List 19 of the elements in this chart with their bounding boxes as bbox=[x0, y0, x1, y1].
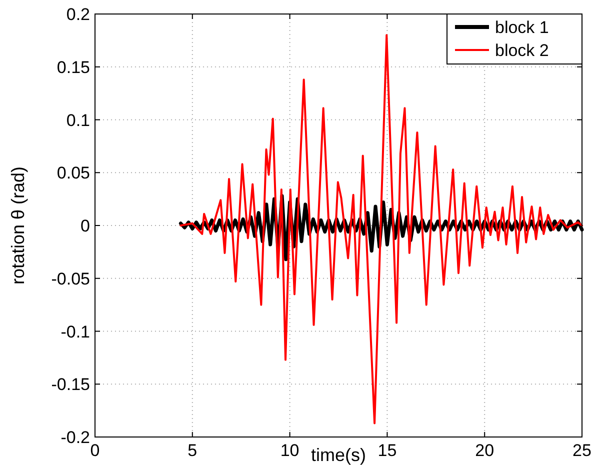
y-tick-label: 0 bbox=[80, 216, 90, 236]
y-tick-label: 0.2 bbox=[66, 5, 90, 24]
y-tick-label: -0.05 bbox=[51, 269, 90, 288]
line-series bbox=[180, 34, 583, 424]
y-tick-label: 0.1 bbox=[66, 110, 90, 130]
x-tick-label: 15 bbox=[378, 441, 397, 460]
x-tick-label: 20 bbox=[475, 441, 494, 460]
y-tick-label: 0.05 bbox=[56, 164, 90, 183]
y-tick-label: -0.1 bbox=[60, 322, 90, 342]
y-axis-title: rotation θ (rad) bbox=[8, 166, 28, 285]
y-tick-label: 0.15 bbox=[56, 58, 90, 77]
y-tick-label: -0.2 bbox=[60, 428, 90, 447]
x-tick-label: 25 bbox=[572, 441, 592, 460]
x-tick-label: 10 bbox=[280, 441, 300, 460]
y-tick-label: -0.15 bbox=[51, 375, 90, 394]
x-axis-title: time(s) bbox=[311, 445, 366, 465]
legend-label: block 2 bbox=[495, 41, 549, 60]
x-tick-label: 5 bbox=[188, 441, 198, 460]
legend-label: block 1 bbox=[495, 18, 549, 37]
